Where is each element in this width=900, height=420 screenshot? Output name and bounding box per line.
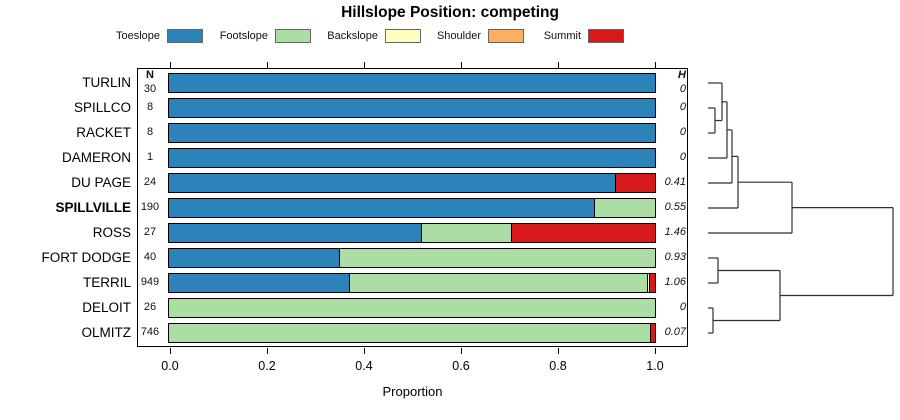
h-value: 1.46 bbox=[664, 226, 686, 238]
bar-segment-toeslope bbox=[169, 149, 655, 167]
bar-segment-summit bbox=[650, 324, 655, 342]
row-label: TURLIN bbox=[82, 75, 131, 90]
n-value: 24 bbox=[143, 176, 157, 188]
x-axis-tick-label: 0.4 bbox=[355, 359, 373, 373]
x-axis-tick bbox=[266, 348, 268, 354]
x-axis-tick-label: 0.6 bbox=[452, 359, 470, 373]
h-value: 0 bbox=[679, 101, 686, 113]
x-axis-tick bbox=[363, 348, 365, 354]
legend-swatch-summit bbox=[588, 29, 624, 43]
bar-segment-summit bbox=[649, 274, 655, 292]
row-label: DAMERON bbox=[61, 150, 131, 165]
x-axis-top-tick bbox=[363, 62, 365, 68]
bar-segment-footslope bbox=[339, 249, 655, 267]
bar-segment-toeslope bbox=[169, 249, 340, 267]
bar-segment-summit bbox=[614, 174, 655, 192]
h-column-header: H bbox=[678, 69, 686, 81]
h-value: 0.07 bbox=[664, 326, 686, 338]
x-axis-tick bbox=[460, 348, 462, 354]
x-axis-tick-label: 0.8 bbox=[549, 359, 567, 373]
bar-segment-toeslope bbox=[169, 274, 349, 292]
x-axis-top-tick bbox=[557, 62, 559, 68]
bar-segment-footslope bbox=[169, 299, 655, 317]
h-value: 0.55 bbox=[664, 201, 686, 213]
legend-swatch-footslope bbox=[275, 29, 311, 43]
h-value: 0.41 bbox=[664, 176, 686, 188]
x-axis-top-tick bbox=[266, 62, 268, 68]
n-value: 8 bbox=[146, 101, 154, 113]
bar-segment-toeslope bbox=[169, 99, 655, 117]
bar-segment-toeslope bbox=[169, 124, 655, 142]
bar-segment-toeslope bbox=[169, 224, 422, 242]
bar bbox=[168, 298, 656, 318]
legend-label: Shoulder bbox=[436, 30, 481, 42]
bar bbox=[168, 123, 656, 143]
h-value: 0 bbox=[679, 301, 686, 313]
row-label: TERRIL bbox=[82, 275, 131, 290]
legend-label: Summit bbox=[543, 30, 581, 42]
x-axis-tick-label: 0.0 bbox=[161, 359, 179, 373]
row-label: ROSS bbox=[92, 225, 131, 240]
n-value: 40 bbox=[143, 251, 157, 263]
legend-label: Toeslope bbox=[115, 30, 160, 42]
bar bbox=[168, 273, 656, 293]
n-value: 746 bbox=[140, 326, 160, 338]
n-value: 26 bbox=[143, 301, 157, 313]
x-axis-tick bbox=[169, 348, 171, 354]
x-axis-top-tick bbox=[460, 62, 462, 68]
bar-segment-footslope bbox=[593, 199, 655, 217]
h-value: 0 bbox=[679, 126, 686, 138]
legend-swatch-toeslope bbox=[167, 29, 203, 43]
row-label: SPILLCO bbox=[73, 100, 131, 115]
x-axis-tick bbox=[557, 348, 559, 354]
legend-swatch-shoulder bbox=[488, 29, 524, 43]
bar-segment-summit bbox=[511, 224, 655, 242]
bar bbox=[168, 248, 656, 268]
x-axis-title: Proportion bbox=[382, 384, 443, 399]
bar bbox=[168, 223, 656, 243]
row-label: SPILLVILLE bbox=[55, 200, 131, 215]
bar bbox=[168, 173, 656, 193]
x-axis-tick-label: 0.2 bbox=[258, 359, 276, 373]
bar-segment-toeslope bbox=[169, 174, 615, 192]
bar bbox=[168, 73, 656, 93]
row-label: DU PAGE bbox=[71, 175, 131, 190]
x-axis-tick bbox=[654, 348, 656, 354]
n-value: 190 bbox=[140, 201, 160, 213]
h-value: 0 bbox=[679, 151, 686, 163]
chart-title: Hillslope Position: competing bbox=[341, 4, 559, 21]
legend-label: Backslope bbox=[327, 30, 378, 42]
n-value: 30 bbox=[143, 83, 157, 95]
n-value: 949 bbox=[140, 276, 160, 288]
h-value: 0 bbox=[679, 83, 686, 95]
bar-segment-toeslope bbox=[169, 74, 655, 92]
row-label: DELOIT bbox=[82, 300, 131, 315]
bar bbox=[168, 323, 656, 343]
h-value: 0.93 bbox=[664, 251, 686, 263]
bar bbox=[168, 148, 656, 168]
n-value: 1 bbox=[146, 151, 154, 163]
row-label: OLMITZ bbox=[81, 325, 132, 340]
bar-segment-backslope bbox=[646, 274, 650, 292]
row-label: RACKET bbox=[76, 125, 131, 140]
bar bbox=[168, 98, 656, 118]
x-axis-top-tick bbox=[654, 62, 656, 68]
x-axis-top-tick bbox=[169, 62, 171, 68]
n-column-header: N bbox=[146, 69, 154, 81]
n-value: 8 bbox=[146, 126, 154, 138]
legend-label: Footslope bbox=[219, 30, 268, 42]
h-value: 1.06 bbox=[664, 276, 686, 288]
bar-segment-footslope bbox=[169, 324, 651, 342]
bar-segment-footslope bbox=[348, 274, 647, 292]
legend-swatch-backslope bbox=[385, 29, 421, 43]
bar-segment-footslope bbox=[421, 224, 512, 242]
n-value: 27 bbox=[143, 226, 157, 238]
x-axis-tick-label: 1.0 bbox=[646, 359, 664, 373]
bar-segment-toeslope bbox=[169, 199, 594, 217]
bar bbox=[168, 198, 656, 218]
plot-box bbox=[137, 68, 688, 347]
row-label: FORT DODGE bbox=[41, 250, 131, 265]
